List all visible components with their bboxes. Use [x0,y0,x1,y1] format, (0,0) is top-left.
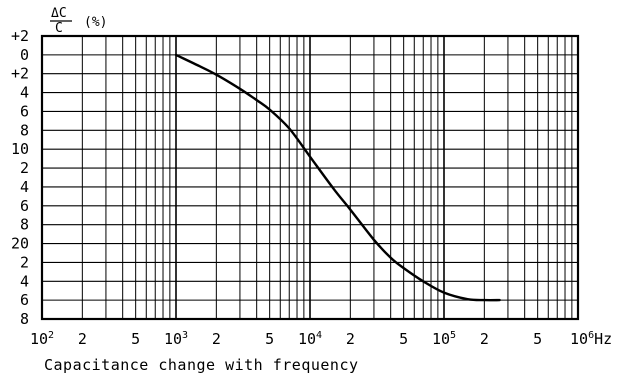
series-line [174,53,501,302]
y-tick-label: 6 [20,197,29,215]
x-tick-label: 2 [212,330,221,348]
x-tick-label: 2 [78,330,87,348]
y-tick-label: 6 [20,291,29,309]
y-tick-label: 8 [20,216,29,234]
x-tick-label: 5 [265,330,274,348]
x-tick-label: 102 [30,330,54,348]
x-tick-label: 5 [399,330,408,348]
y-tick-label: 10 [11,140,29,158]
x-tick-label: 105 [432,330,456,348]
y-axis-label: ΔC C (%) [50,6,107,36]
x-tick-label: 2 [346,330,355,348]
x-tick-label: 106Hz [570,330,612,348]
y-tick-label: 0 [20,46,29,64]
chart-caption: Capacitance change with frequency [44,356,359,374]
x-tick-label: 5 [131,330,140,348]
x-tick-label: 2 [480,330,489,348]
y-tick-label: 4 [20,178,29,196]
y-tick-label: 8 [20,310,29,328]
x-tick-labels: 102 2 5 103 2 5 104 2 5 105 2 5 106Hz [30,330,612,348]
x-tick-label: 104 [298,330,322,348]
y-tick-label: 2 [20,253,29,271]
y-label-numerator: ΔC [51,6,67,21]
y-tick-label: 4 [20,272,29,290]
y-label-unit: (%) [84,15,107,30]
y-tick-label: 4 [20,84,29,102]
plot-frame [40,34,580,321]
y-tick-label: 20 [11,235,29,253]
y-tick-label: +2 [11,65,29,83]
y-tick-label: 8 [20,121,29,139]
y-tick-label: 2 [20,159,29,177]
y-label-denominator: C [55,21,63,36]
x-tick-label: 103 [164,330,188,348]
grid [42,36,578,319]
x-tick-label: 5 [533,330,542,348]
y-tick-label: 6 [20,102,29,120]
y-tick-label: +2 [11,27,29,45]
